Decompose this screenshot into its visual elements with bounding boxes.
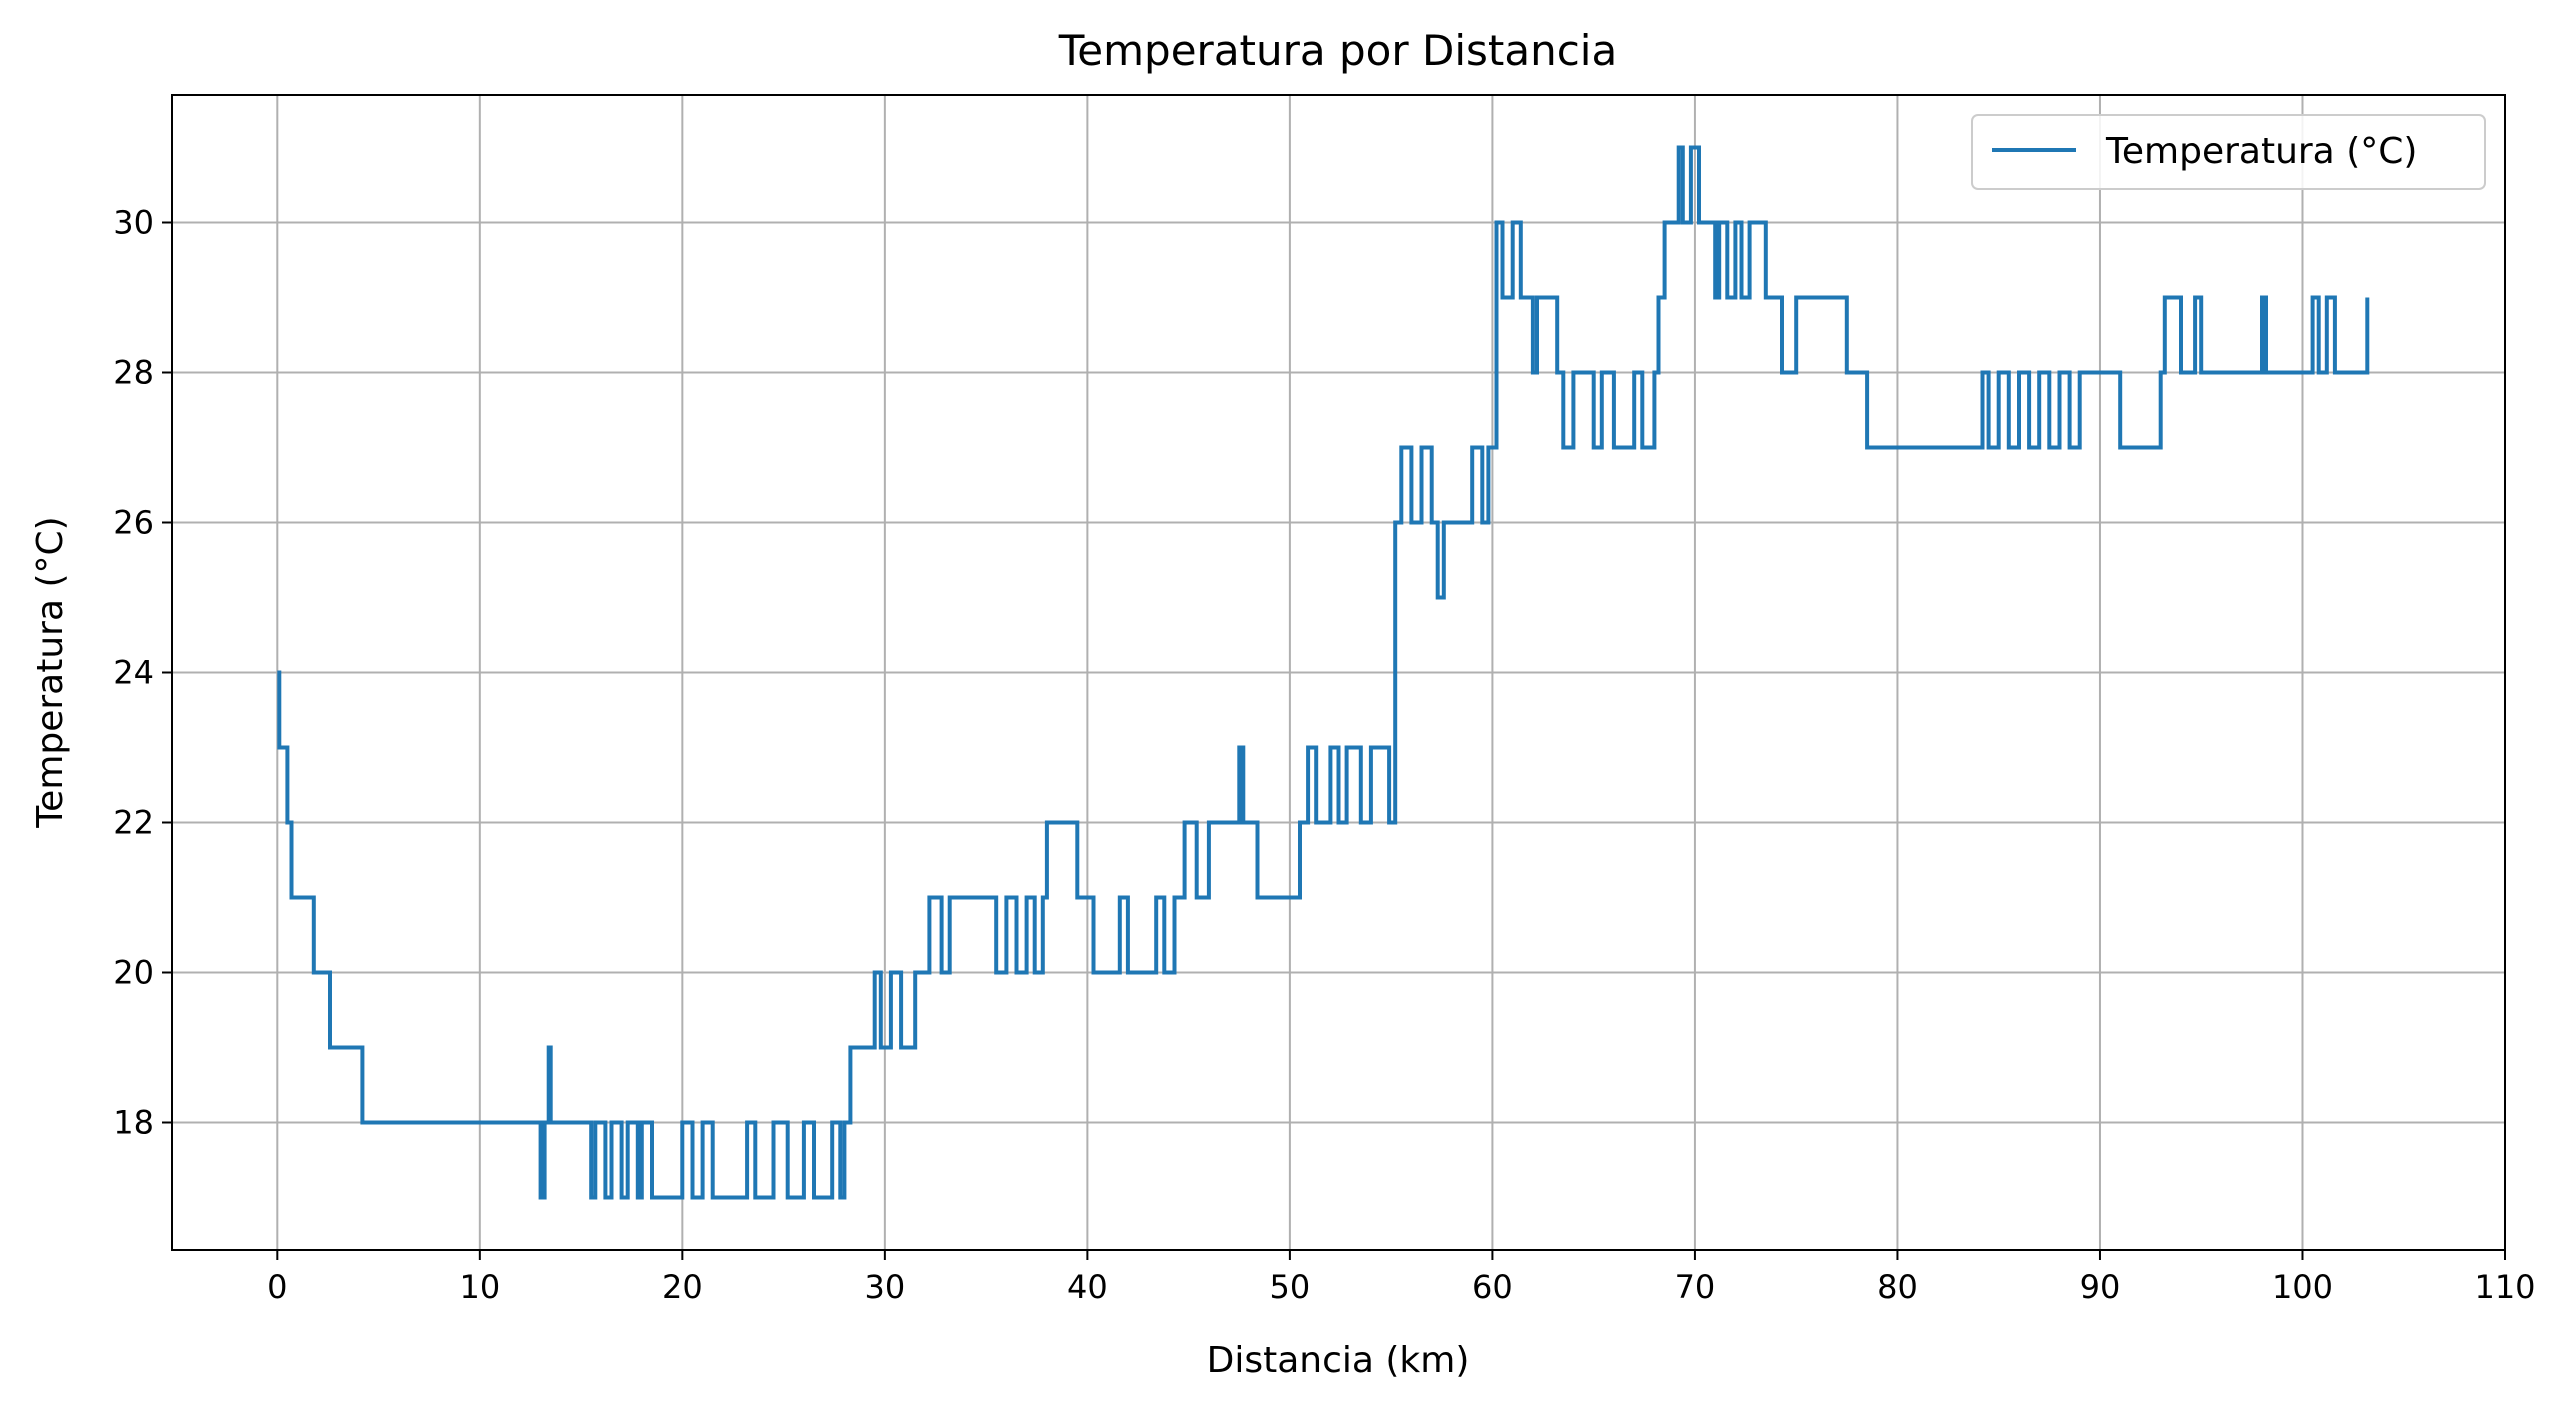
- legend: Temperatura (°C): [1971, 114, 2486, 190]
- x-tick-label: 100: [2272, 1268, 2333, 1306]
- y-tick-label: 20: [113, 954, 154, 992]
- chart-title: Temperatura por Distancia: [1058, 26, 1617, 75]
- x-tick-label: 80: [1877, 1268, 1918, 1306]
- x-tick-label: 0: [267, 1268, 287, 1306]
- x-tick-label: 40: [1067, 1268, 1108, 1306]
- x-tick-label: 50: [1270, 1268, 1311, 1306]
- y-tick-label: 24: [113, 654, 154, 692]
- y-tick-label: 28: [113, 354, 154, 392]
- y-tick-label: 18: [113, 1104, 154, 1142]
- y-axis-label: Temperatura (°C): [30, 516, 71, 828]
- x-tick-label: 90: [2080, 1268, 2121, 1306]
- y-tick-label: 22: [113, 804, 154, 842]
- legend-box: [1971, 114, 2486, 190]
- x-tick-label: 20: [662, 1268, 703, 1306]
- x-tick-label: 70: [1675, 1268, 1716, 1306]
- x-tick-label: 110: [2474, 1268, 2535, 1306]
- x-tick-label: 60: [1472, 1268, 1513, 1306]
- x-tick-label: 30: [865, 1268, 906, 1306]
- x-axis-label: Distancia (km): [1207, 1340, 1470, 1381]
- y-tick-label: 26: [113, 504, 154, 542]
- plot-lines: [277, 145, 2370, 1200]
- x-tick-label: 10: [459, 1268, 500, 1306]
- y-tick-label: 30: [113, 204, 154, 242]
- ticks: 0 10 20 30 40 50 60 70 80 90 100 110 18 20 22 24 26 28 30: [113, 204, 2535, 1307]
- series-line-0: [277, 145, 2370, 1200]
- legend-label: Temperatura (°C): [2105, 131, 2417, 172]
